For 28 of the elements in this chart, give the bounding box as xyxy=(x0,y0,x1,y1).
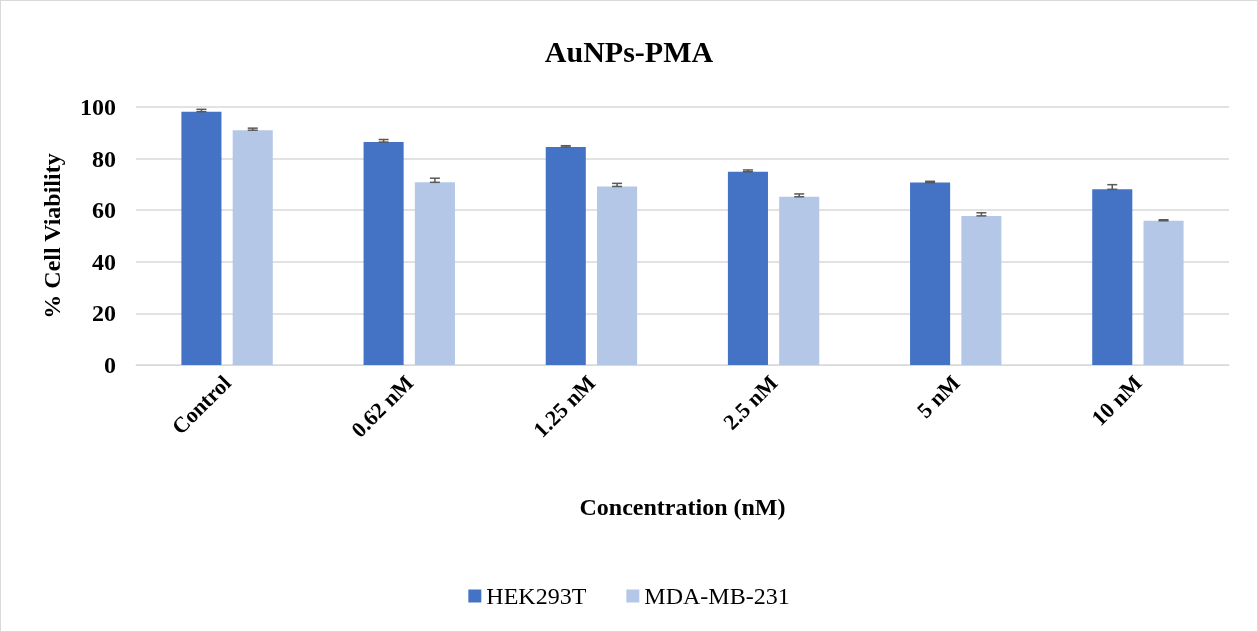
bar xyxy=(727,171,768,365)
chart-title: AuNPs-PMA xyxy=(544,34,714,68)
bar xyxy=(597,186,638,365)
y-tick-label: 40 xyxy=(92,248,116,275)
y-tick-label: 0 xyxy=(104,352,116,378)
y-axis-title: % Cell Viability xyxy=(39,153,65,319)
bar xyxy=(961,215,1002,365)
x-tick-label: 2.5 nM xyxy=(718,370,783,435)
y-tick-label: 20 xyxy=(92,300,116,327)
x-tick-label: 0.62 nM xyxy=(346,369,419,443)
legend-label: MDA-MB-231 xyxy=(644,583,790,609)
bar xyxy=(363,142,404,365)
bar xyxy=(1143,220,1184,365)
bar xyxy=(1092,189,1133,365)
bar xyxy=(779,196,820,365)
y-tick-label: 60 xyxy=(92,197,116,224)
x-tick-label: 5 nM xyxy=(911,369,965,423)
legend-label: HEK293T xyxy=(486,583,587,609)
x-tick-label: 10 nM xyxy=(1086,369,1147,431)
x-tick-label: 1.25 nM xyxy=(528,369,601,443)
bar xyxy=(414,182,455,365)
y-tick-label: 100 xyxy=(80,94,116,120)
bar xyxy=(545,146,586,365)
bar xyxy=(910,182,951,365)
y-tick-label: 80 xyxy=(92,145,116,172)
bar xyxy=(232,130,273,365)
x-axis-title: Concentration (nM) xyxy=(579,494,786,520)
bar xyxy=(181,111,222,365)
